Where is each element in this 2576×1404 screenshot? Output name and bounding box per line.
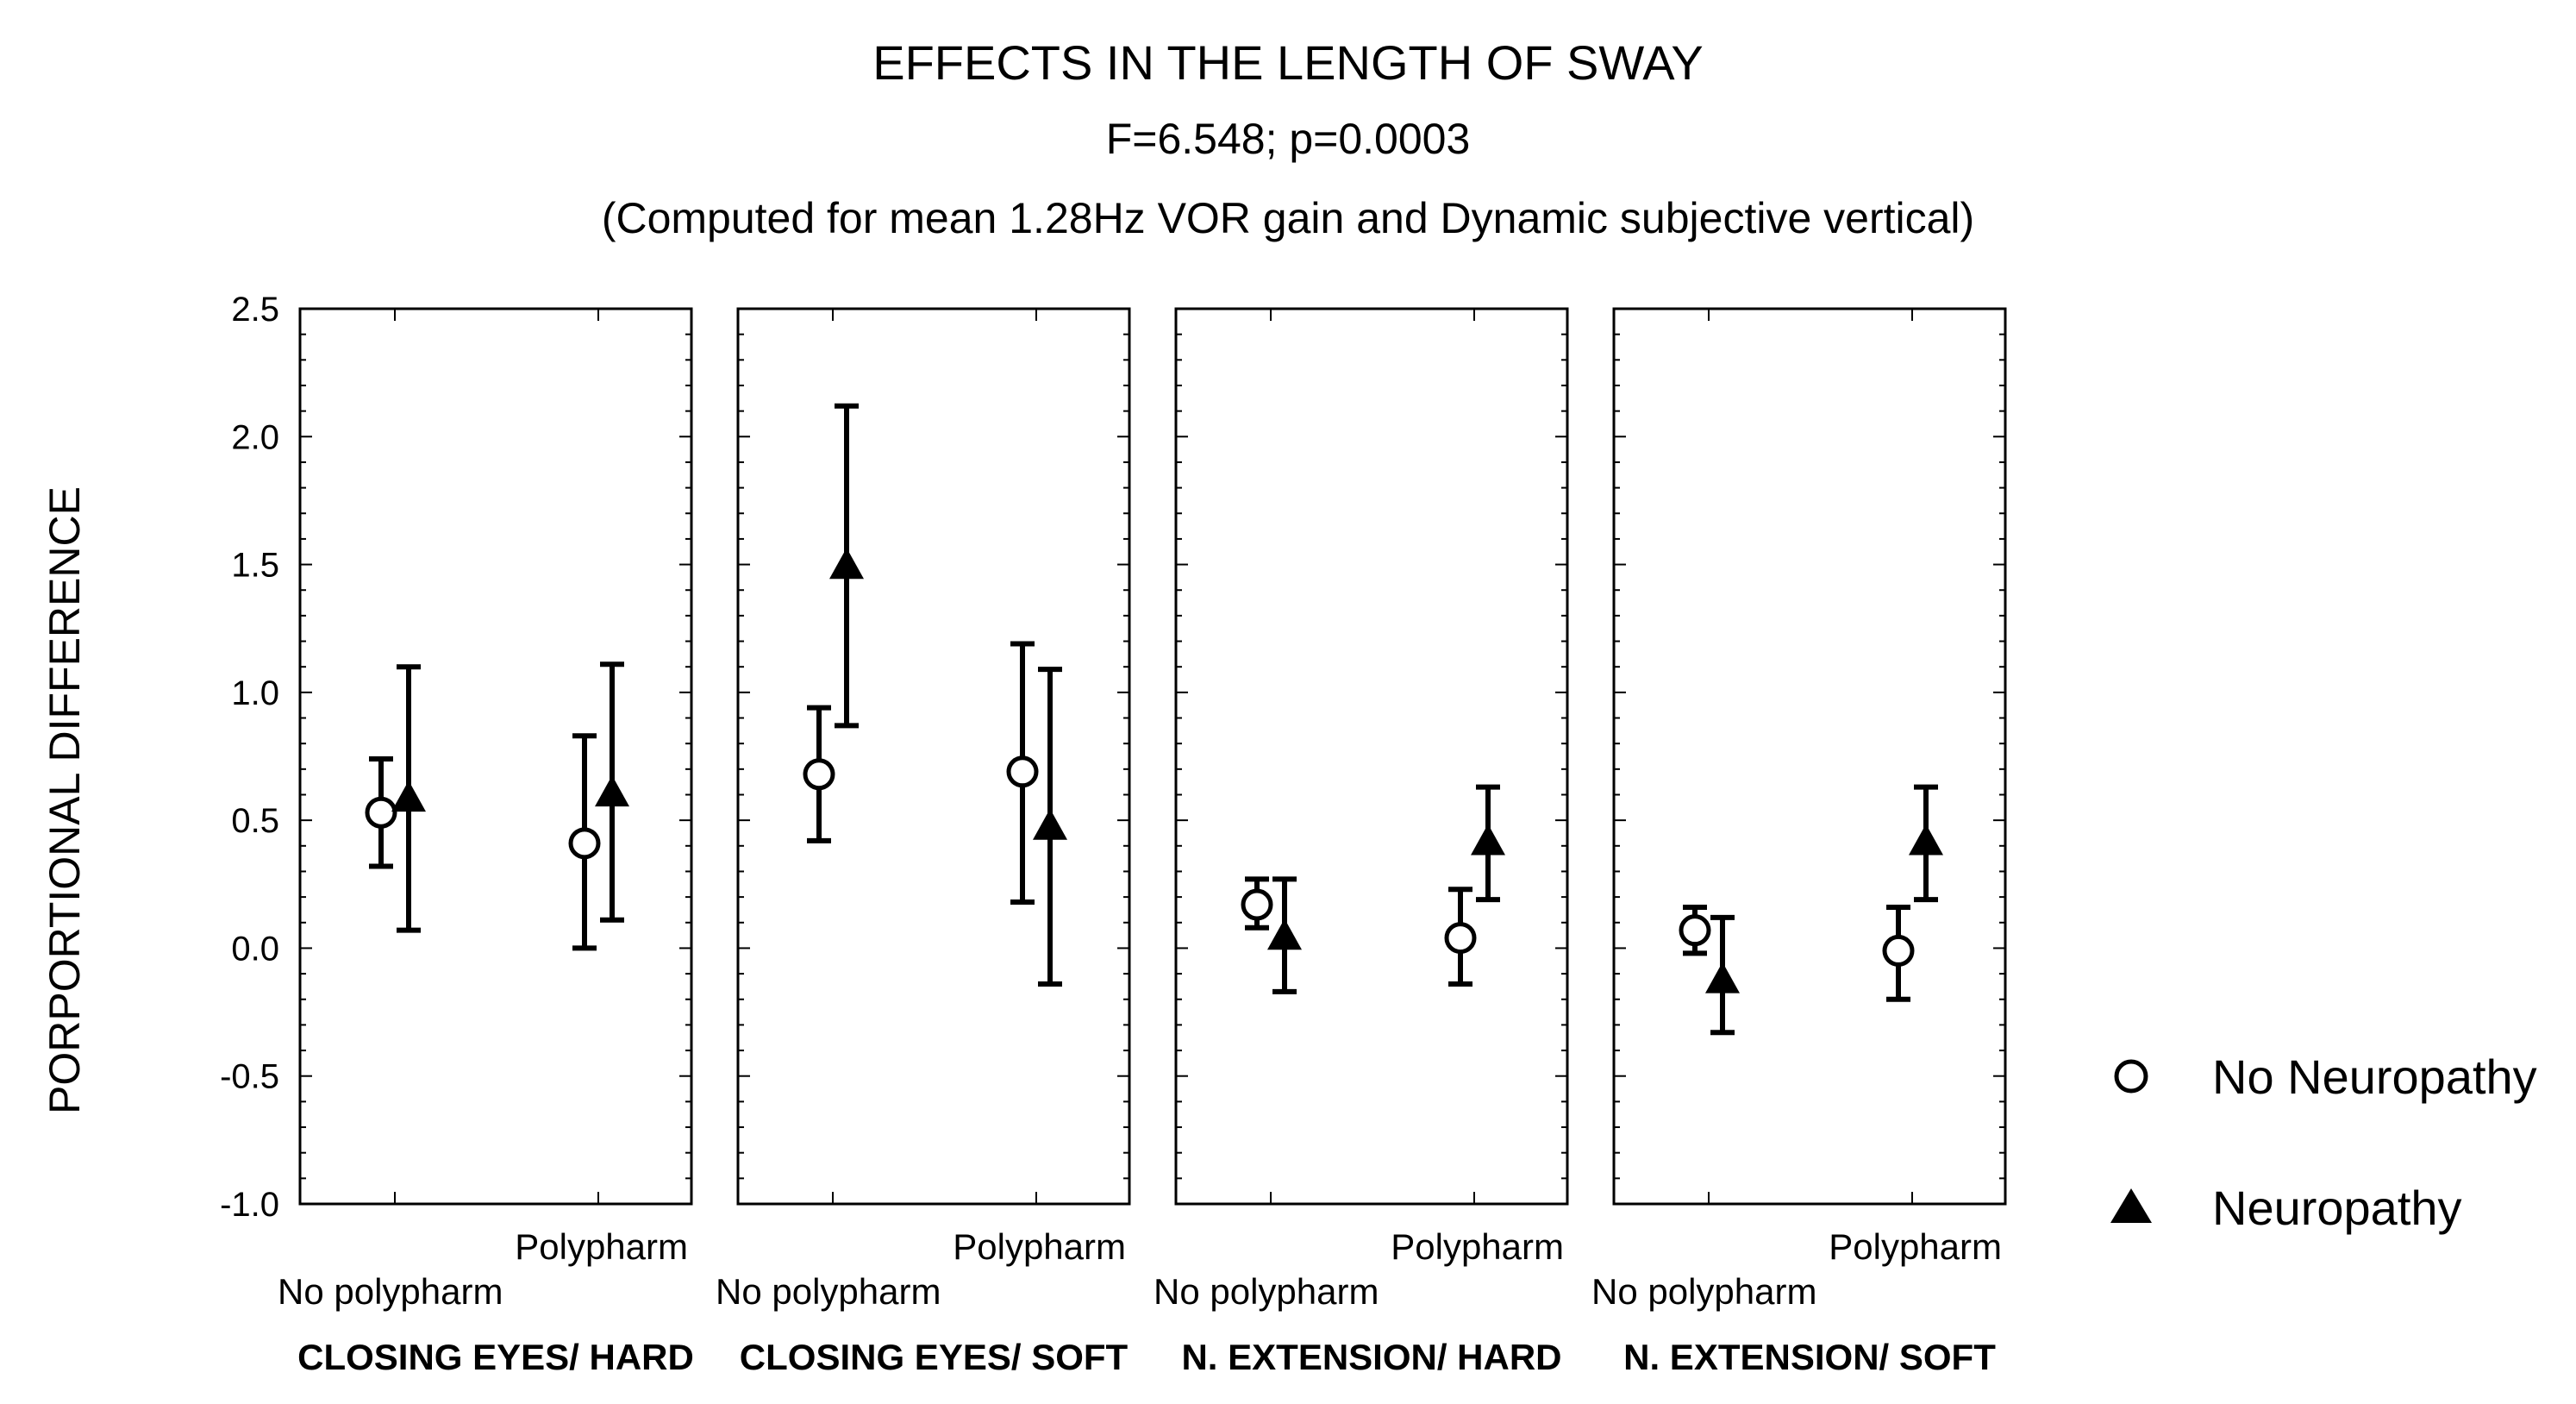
data-point-neuropathy bbox=[595, 775, 629, 807]
panel-2: No polypharm Polypharm CLOSING EYES/ SOFT bbox=[716, 307, 1131, 1377]
data-point-no-neuropathy bbox=[365, 796, 397, 829]
data-point-no-neuropathy bbox=[1241, 888, 1273, 921]
legend-item: No Neuropathy bbox=[2114, 1050, 2537, 1104]
panel-frame bbox=[298, 307, 693, 1206]
y-tick-label: -0.5 bbox=[220, 1058, 279, 1096]
chart-subtitle: F=6.548; p=0.0003 bbox=[1105, 115, 1471, 163]
y-tick-label: -1.0 bbox=[220, 1186, 279, 1224]
panel-1: No polypharm Polypharm CLOSING EYES/ HARD bbox=[278, 307, 694, 1377]
y-tick-label: 2.0 bbox=[231, 418, 279, 456]
data-point-neuropathy bbox=[829, 548, 864, 580]
data-point-no-neuropathy bbox=[1444, 922, 1477, 955]
data-point-no-neuropathy bbox=[1006, 755, 1039, 788]
data-point-neuropathy bbox=[1705, 962, 1740, 993]
chart-note: (Computed for mean 1.28Hz VOR gain and D… bbox=[601, 194, 1975, 242]
data-point-neuropathy bbox=[1909, 824, 1943, 856]
panel-label: N. EXTENSION/ HARD bbox=[1181, 1337, 1561, 1377]
data-point-neuropathy bbox=[1033, 808, 1067, 840]
panel-label: N. EXTENSION/ SOFT bbox=[1623, 1337, 1996, 1377]
y-tick-label: 0.5 bbox=[231, 802, 279, 840]
data-point-neuropathy bbox=[1267, 918, 1302, 950]
data-point-no-neuropathy bbox=[1679, 914, 1711, 947]
panel-frame bbox=[736, 307, 1131, 1206]
x-tick-label: Polypharm bbox=[1829, 1226, 2002, 1267]
legend-marker-triangle bbox=[2110, 1188, 2152, 1223]
panel-3: No polypharm Polypharm N. EXTENSION/ HARD bbox=[1154, 307, 1569, 1377]
legend-marker-circle bbox=[2114, 1059, 2148, 1094]
y-tick-label: 1.5 bbox=[231, 547, 279, 585]
x-tick-label: No polypharm bbox=[278, 1271, 503, 1312]
x-tick-label: Polypharm bbox=[1391, 1226, 1564, 1267]
x-tick-label: Polypharm bbox=[953, 1226, 1126, 1267]
legend-item: Neuropathy bbox=[2110, 1181, 2462, 1235]
x-tick-label: Polypharm bbox=[515, 1226, 688, 1267]
x-tick-label: No polypharm bbox=[1154, 1271, 1379, 1312]
legend-label: No Neuropathy bbox=[2212, 1050, 2537, 1104]
y-axis-label: PORPORTIONAL DIFFERENCE bbox=[41, 486, 89, 1114]
data-point-no-neuropathy bbox=[803, 758, 835, 791]
y-tick-label: 0.0 bbox=[231, 930, 279, 968]
y-tick-label: 2.5 bbox=[231, 291, 279, 329]
panel-frame bbox=[1612, 307, 2007, 1206]
data-point-neuropathy bbox=[391, 780, 426, 812]
x-tick-label: No polypharm bbox=[716, 1271, 941, 1312]
x-tick-label: No polypharm bbox=[1591, 1271, 1816, 1312]
panel-4: No polypharm Polypharm N. EXTENSION/ SOFT bbox=[1591, 307, 2007, 1377]
data-point-neuropathy bbox=[1471, 824, 1505, 856]
panel-label: CLOSING EYES/ HARD bbox=[297, 1337, 694, 1377]
y-tick-label: 1.0 bbox=[231, 674, 279, 712]
panel-label: CLOSING EYES/ SOFT bbox=[740, 1337, 1129, 1377]
data-point-no-neuropathy bbox=[1882, 934, 1915, 967]
data-point-no-neuropathy bbox=[568, 827, 601, 860]
panel-frame bbox=[1174, 307, 1569, 1206]
legend-label: Neuropathy bbox=[2212, 1181, 2462, 1235]
chart-title: EFFECTS IN THE LENGTH OF SWAY bbox=[872, 35, 1704, 90]
